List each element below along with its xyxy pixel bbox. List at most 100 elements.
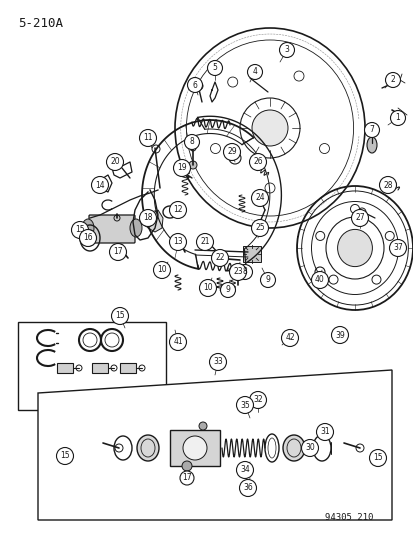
Circle shape (301, 440, 318, 456)
Ellipse shape (337, 229, 372, 266)
Ellipse shape (142, 213, 153, 227)
Text: 15: 15 (75, 225, 85, 235)
Circle shape (229, 263, 246, 280)
Bar (57, 363, 73, 373)
Circle shape (220, 282, 235, 297)
Ellipse shape (82, 219, 94, 237)
Text: 34: 34 (240, 465, 249, 474)
Ellipse shape (199, 422, 206, 430)
Text: 30: 30 (304, 443, 314, 453)
Text: 40: 40 (314, 276, 324, 285)
Circle shape (199, 279, 216, 296)
Circle shape (183, 436, 206, 460)
Text: 17: 17 (113, 247, 123, 256)
Ellipse shape (366, 137, 376, 153)
Text: 16: 16 (83, 233, 93, 243)
Text: 18: 18 (143, 214, 152, 222)
Ellipse shape (84, 230, 96, 246)
Text: 2: 2 (390, 76, 394, 85)
Circle shape (106, 154, 123, 171)
Circle shape (207, 61, 222, 76)
Circle shape (111, 308, 128, 325)
Text: 9: 9 (225, 286, 230, 295)
Circle shape (196, 233, 213, 251)
Text: 28: 28 (382, 181, 392, 190)
Text: 39: 39 (334, 330, 344, 340)
Text: 32: 32 (253, 395, 262, 405)
Circle shape (187, 77, 202, 93)
Circle shape (249, 392, 266, 408)
Circle shape (91, 176, 108, 193)
Bar (242, 246, 260, 262)
Ellipse shape (137, 435, 159, 461)
Circle shape (316, 424, 333, 440)
Ellipse shape (195, 82, 202, 90)
Text: 10: 10 (157, 265, 166, 274)
Text: 7: 7 (369, 125, 373, 134)
Circle shape (281, 329, 298, 346)
Text: 25: 25 (254, 223, 264, 232)
Text: 5: 5 (212, 63, 217, 72)
Circle shape (109, 244, 126, 261)
Text: 6: 6 (192, 80, 197, 90)
Text: 19: 19 (177, 164, 186, 173)
Circle shape (139, 130, 156, 147)
Circle shape (385, 72, 399, 87)
Text: 15: 15 (60, 451, 70, 461)
Circle shape (351, 209, 368, 227)
Circle shape (180, 471, 194, 485)
Polygon shape (145, 210, 163, 232)
Text: 94305 210: 94305 210 (324, 513, 373, 522)
Circle shape (260, 272, 275, 287)
Circle shape (71, 222, 88, 238)
Circle shape (169, 334, 186, 351)
Circle shape (251, 190, 268, 206)
Text: 1: 1 (395, 114, 399, 123)
Text: 20: 20 (110, 157, 119, 166)
Text: 31: 31 (319, 427, 329, 437)
Circle shape (239, 480, 256, 497)
Text: 12: 12 (173, 206, 182, 214)
Polygon shape (38, 370, 391, 520)
Circle shape (331, 327, 348, 343)
Text: 21: 21 (200, 238, 209, 246)
Circle shape (153, 262, 170, 279)
Text: 11: 11 (143, 133, 152, 142)
Bar (120, 363, 136, 373)
Circle shape (223, 143, 240, 160)
Circle shape (247, 64, 262, 79)
Text: 23: 23 (233, 268, 242, 277)
Circle shape (209, 353, 226, 370)
Circle shape (56, 448, 74, 464)
Circle shape (279, 43, 294, 58)
Text: 29: 29 (227, 148, 236, 157)
Text: 22: 22 (215, 254, 224, 262)
Text: 14: 14 (95, 181, 104, 190)
Ellipse shape (182, 461, 192, 471)
Circle shape (236, 462, 253, 479)
Bar (170, 430, 219, 466)
Circle shape (363, 123, 379, 138)
Circle shape (379, 176, 396, 193)
Circle shape (211, 249, 228, 266)
Text: 15: 15 (372, 454, 382, 463)
Circle shape (389, 239, 406, 256)
Circle shape (184, 134, 199, 149)
Text: 33: 33 (213, 358, 222, 367)
Text: 15: 15 (115, 311, 124, 320)
Ellipse shape (189, 161, 197, 169)
Circle shape (237, 264, 252, 279)
Text: 35: 35 (240, 400, 249, 409)
Text: 42: 42 (285, 334, 294, 343)
Circle shape (236, 397, 253, 414)
Text: 27: 27 (354, 214, 364, 222)
Circle shape (389, 110, 404, 125)
Ellipse shape (130, 219, 142, 237)
Text: 17: 17 (182, 473, 191, 479)
Circle shape (139, 209, 156, 227)
Circle shape (251, 220, 268, 237)
Text: 24: 24 (254, 193, 264, 203)
Text: 5-210A: 5-210A (18, 17, 63, 30)
Circle shape (169, 233, 186, 251)
Text: 10: 10 (203, 284, 212, 293)
